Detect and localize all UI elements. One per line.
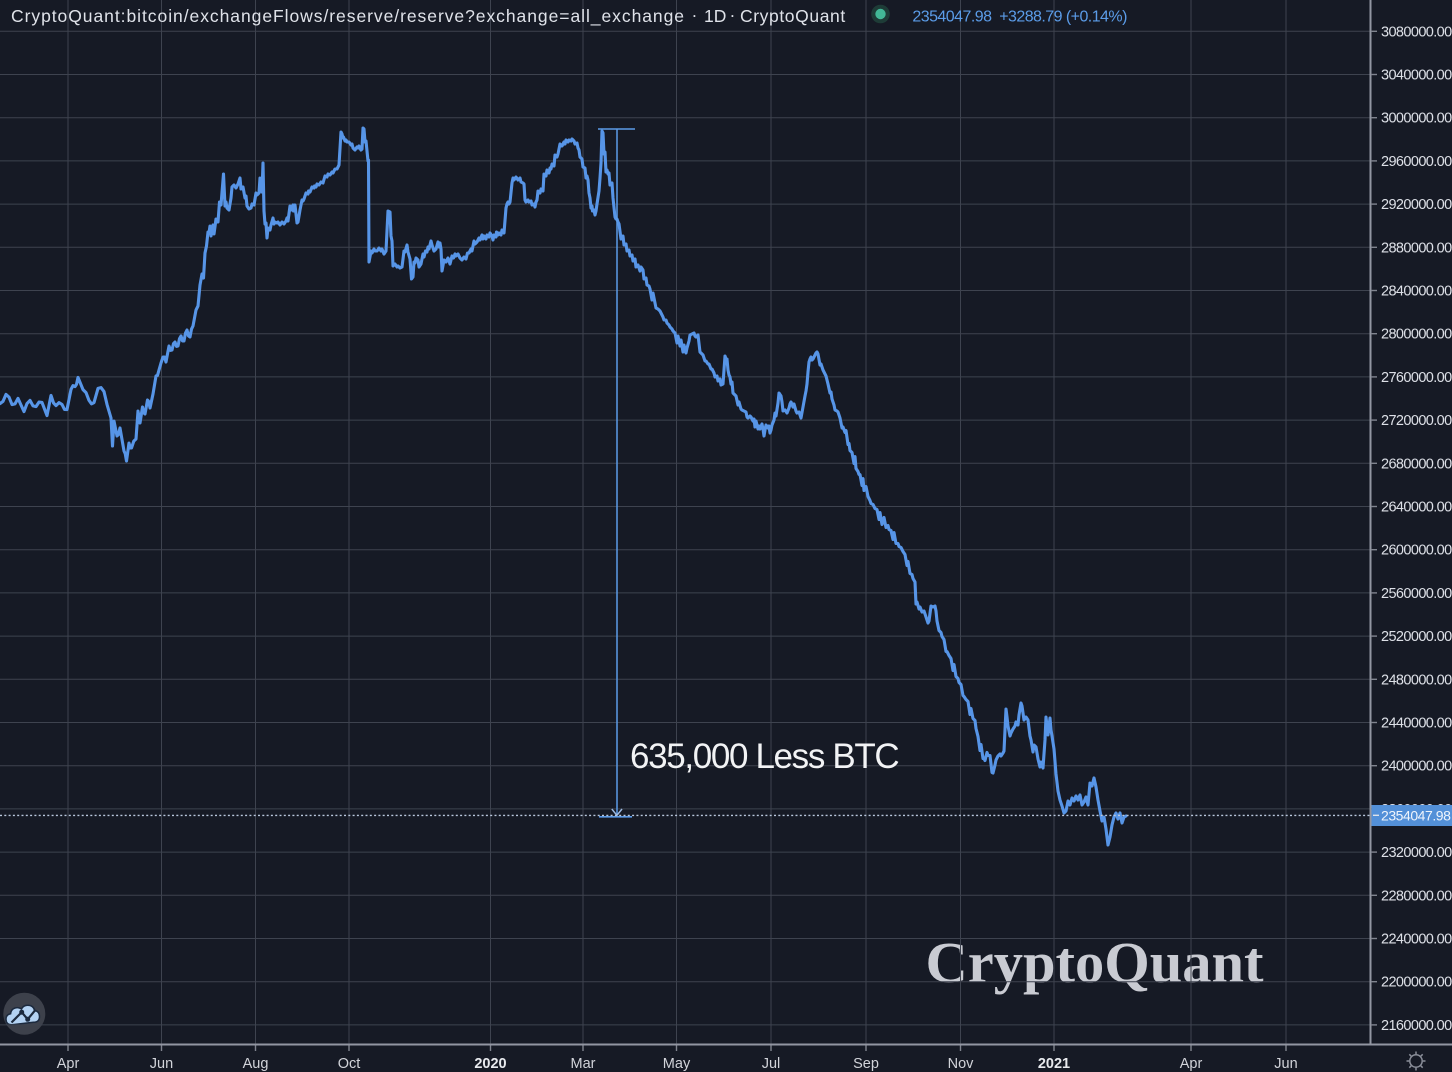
svg-text:Jun: Jun — [150, 1056, 173, 1072]
svg-text:Oct: Oct — [338, 1056, 361, 1072]
svg-text:3040000.00: 3040000.00 — [1381, 68, 1452, 84]
svg-text:2021: 2021 — [1038, 1056, 1070, 1072]
svg-text:Mar: Mar — [571, 1056, 596, 1072]
svg-text:2354047.98 +3288.79 (+0.14%): 2354047.98 +3288.79 (+0.14%) — [912, 9, 1127, 26]
svg-text:2354047.98: 2354047.98 — [1381, 807, 1451, 823]
svg-text:May: May — [663, 1056, 691, 1072]
svg-text:2680000.00: 2680000.00 — [1381, 456, 1452, 472]
svg-text:2200000.00: 2200000.00 — [1381, 975, 1452, 991]
svg-text:CryptoQuant: CryptoQuant — [740, 6, 846, 26]
svg-text:2800000.00: 2800000.00 — [1381, 327, 1452, 343]
svg-text:2440000.00: 2440000.00 — [1381, 716, 1452, 732]
svg-text:2560000.00: 2560000.00 — [1381, 586, 1452, 602]
svg-text:2880000.00: 2880000.00 — [1381, 240, 1452, 256]
svg-text:·: · — [730, 5, 736, 25]
svg-text:2960000.00: 2960000.00 — [1381, 154, 1452, 170]
svg-text:Aug: Aug — [243, 1056, 269, 1072]
svg-text:3000000.00: 3000000.00 — [1381, 111, 1452, 127]
svg-text:2240000.00: 2240000.00 — [1381, 932, 1452, 948]
svg-text:2320000.00: 2320000.00 — [1381, 845, 1452, 861]
svg-text:2640000.00: 2640000.00 — [1381, 500, 1452, 516]
svg-text:Apr: Apr — [1180, 1056, 1203, 1072]
svg-text:2160000.00: 2160000.00 — [1381, 1018, 1452, 1034]
svg-text:2760000.00: 2760000.00 — [1381, 370, 1452, 386]
svg-text:2400000.00: 2400000.00 — [1381, 759, 1452, 775]
svg-text:Jul: Jul — [762, 1056, 781, 1072]
svg-text:2520000.00: 2520000.00 — [1381, 629, 1452, 645]
svg-text:CryptoQuant:bitcoin/exchangeFl: CryptoQuant:bitcoin/exchangeFlows/reserv… — [11, 6, 685, 27]
svg-text:2020: 2020 — [474, 1056, 506, 1072]
svg-text:·: · — [692, 5, 698, 25]
svg-text:1D: 1D — [704, 6, 726, 26]
svg-text:2480000.00: 2480000.00 — [1381, 672, 1452, 688]
svg-text:635,000 Less BTC: 635,000 Less BTC — [630, 737, 898, 776]
svg-text:Apr: Apr — [57, 1056, 80, 1072]
svg-text:2720000.00: 2720000.00 — [1381, 413, 1452, 429]
svg-text:Nov: Nov — [948, 1056, 975, 1072]
svg-text:2600000.00: 2600000.00 — [1381, 543, 1452, 559]
svg-text:CryptoQuant: CryptoQuant — [926, 930, 1265, 995]
svg-text:3080000.00: 3080000.00 — [1381, 24, 1452, 40]
svg-text:2920000.00: 2920000.00 — [1381, 197, 1452, 213]
svg-text:2280000.00: 2280000.00 — [1381, 888, 1452, 904]
svg-text:2840000.00: 2840000.00 — [1381, 284, 1452, 300]
svg-text:Jun: Jun — [1274, 1056, 1297, 1072]
svg-text:Sep: Sep — [853, 1056, 879, 1072]
